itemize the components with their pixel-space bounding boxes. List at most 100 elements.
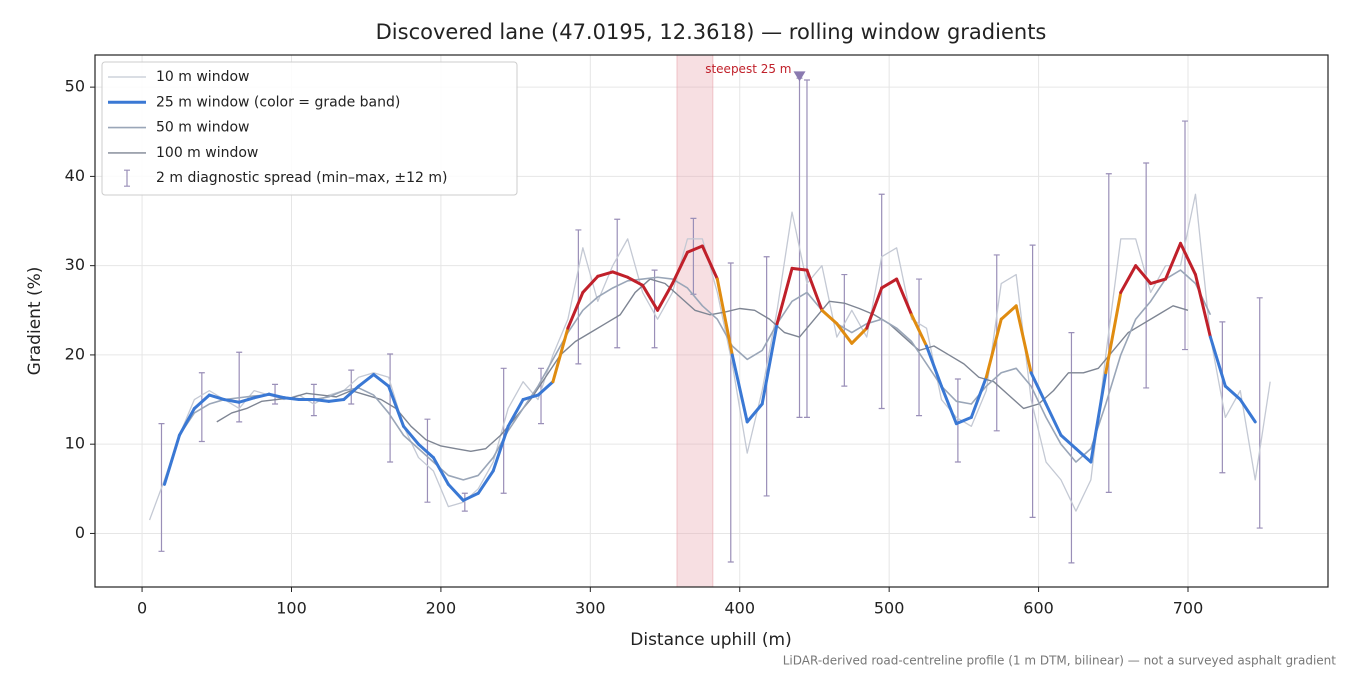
line-segment xyxy=(775,266,794,326)
x-tick-label: 100 xyxy=(276,599,307,618)
x-tick-label: 600 xyxy=(1023,599,1054,618)
line-segment xyxy=(850,326,869,345)
y-tick-label: 10 xyxy=(65,434,85,453)
legend-label: 10 m window xyxy=(156,69,249,85)
line-segment xyxy=(910,313,929,348)
error-bar xyxy=(651,269,658,349)
line-segment xyxy=(730,353,749,424)
line-segment xyxy=(476,469,495,495)
line-segment xyxy=(1089,371,1108,464)
error-bar xyxy=(424,418,431,503)
error-bar xyxy=(727,262,734,563)
line-segment xyxy=(192,393,211,410)
line-segment xyxy=(1193,273,1212,339)
annotation-marker xyxy=(793,71,806,82)
line-segment xyxy=(835,322,854,345)
plot-frame xyxy=(94,54,1329,588)
line-segment xyxy=(252,392,271,400)
line-segment xyxy=(1044,402,1063,437)
line-segment xyxy=(222,398,241,404)
line-segment xyxy=(177,406,196,437)
line-segment xyxy=(207,393,226,402)
line-segment xyxy=(715,277,734,357)
line-segment xyxy=(536,380,555,397)
line-segment xyxy=(282,396,301,402)
x-axis-label: Distance uphill (m) xyxy=(630,630,791,650)
x-tick-label: 300 xyxy=(575,599,606,618)
annotation-label: steepest 25 m xyxy=(705,62,791,76)
line-segment xyxy=(1059,433,1078,451)
y-tick-label: 30 xyxy=(65,255,85,274)
line-segment xyxy=(626,275,645,287)
line-segment xyxy=(685,244,704,254)
error-bar xyxy=(841,273,848,387)
line-segment xyxy=(566,290,585,330)
line-segment xyxy=(1179,241,1197,277)
line-segment xyxy=(865,286,884,330)
y-tick-label: 40 xyxy=(65,166,85,185)
error-bar xyxy=(1256,297,1263,529)
line-segment xyxy=(596,270,615,278)
line-segment xyxy=(939,384,958,426)
highlight-band xyxy=(676,54,714,588)
line-segment xyxy=(820,308,839,326)
line-segment xyxy=(790,266,809,272)
line-segment xyxy=(895,277,914,317)
line-segment xyxy=(969,375,988,419)
line-segment xyxy=(925,344,943,388)
line-segment xyxy=(1238,398,1257,424)
chart-title: Discovered lane (47.0195, 12.3618) — rol… xyxy=(376,20,1047,44)
error-bar xyxy=(1182,120,1189,351)
legend: 10 m window 25 m window (color = grade ba… xyxy=(101,61,518,196)
error-bar xyxy=(878,193,885,410)
line-segment xyxy=(671,250,689,286)
error-bar xyxy=(198,372,205,443)
line-segment xyxy=(521,393,540,402)
y-tick-label: 20 xyxy=(65,344,85,363)
line-segment xyxy=(387,384,406,428)
line-segment xyxy=(880,277,899,290)
line-segment xyxy=(267,392,286,400)
error-bar xyxy=(803,79,810,419)
footnote: LiDAR-derived road-centreline profile (1… xyxy=(783,654,1337,668)
line-segment xyxy=(446,482,465,502)
error-bar xyxy=(1219,321,1226,474)
line-segment xyxy=(954,415,973,426)
line-segment xyxy=(162,433,181,486)
line-segment xyxy=(1104,290,1123,375)
line-segment xyxy=(312,398,331,403)
legend-box xyxy=(101,61,518,196)
line-segment xyxy=(342,384,361,402)
line-segment xyxy=(1223,384,1242,402)
legend-label: 100 m window xyxy=(156,145,258,161)
error-bar xyxy=(954,378,961,463)
line-segment xyxy=(237,396,256,404)
x-tick-label: 700 xyxy=(1173,599,1204,618)
y-axis-label: Gradient (%) xyxy=(25,267,45,376)
x-tick-label: 200 xyxy=(426,599,457,618)
x-tick-label: 0 xyxy=(137,599,147,618)
line-segment xyxy=(1014,304,1033,375)
error-bar xyxy=(575,229,582,365)
error-bar xyxy=(614,218,621,349)
line-segment xyxy=(1208,335,1227,388)
line-segment xyxy=(984,317,1003,379)
line-segment xyxy=(611,270,630,279)
error-bar xyxy=(538,367,545,425)
line-segment xyxy=(760,322,779,406)
legend-label: 25 m window (color = grade band) xyxy=(156,94,400,110)
error-bar xyxy=(348,369,355,405)
x-tick-label: 400 xyxy=(724,599,755,618)
line-segment xyxy=(999,304,1018,321)
error-bar xyxy=(1068,332,1075,564)
x-tick-label: 500 xyxy=(874,599,905,618)
line-segment xyxy=(327,398,346,403)
line xyxy=(163,269,1212,485)
line-segment xyxy=(357,373,376,388)
line-segment xyxy=(1029,371,1048,406)
error-bar xyxy=(993,254,1000,432)
line-segment xyxy=(581,274,600,294)
legend-label: 2 m diagnostic spread (min–max, ±12 m) xyxy=(156,170,447,186)
line-segment xyxy=(402,424,420,446)
